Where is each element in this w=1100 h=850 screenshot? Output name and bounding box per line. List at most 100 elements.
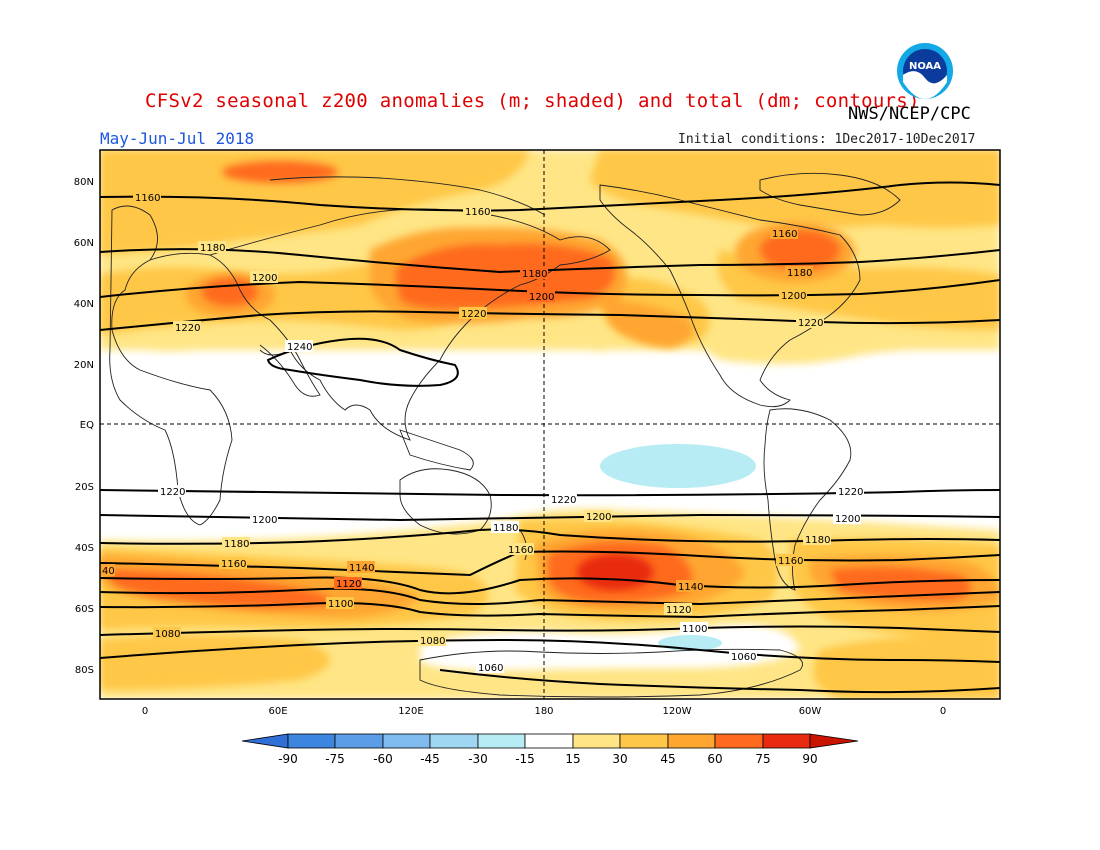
contour-label: 1180: [785, 266, 813, 279]
contour-label: 1060: [476, 661, 504, 674]
svg-text:1160: 1160: [508, 545, 533, 556]
contour-label: 1240: [285, 340, 313, 353]
lon-label: 120E: [398, 706, 423, 717]
colorbar-segment: [524, 733, 574, 749]
colorbar-segment: [714, 733, 764, 749]
contour-label: 1220: [158, 485, 186, 498]
contour-label: 1160: [506, 543, 534, 556]
contour-label: 1100: [680, 622, 708, 635]
svg-text:1220: 1220: [551, 495, 576, 506]
svg-text:1220: 1220: [175, 323, 200, 334]
svg-text:1160: 1160: [221, 559, 246, 570]
colorbar-segment: [667, 733, 716, 749]
colorbar-tick: 45: [660, 752, 675, 766]
contour-label: 1080: [153, 627, 181, 640]
map-frame: [99, 149, 1001, 700]
lat-label: 80N: [74, 177, 94, 188]
lon-label: 0: [940, 706, 946, 717]
svg-text:1100: 1100: [328, 599, 353, 610]
contour-label: 1220: [836, 485, 864, 498]
agency-label: NWS/NCEP/CPC: [848, 104, 971, 124]
contour-label: 1120: [664, 603, 692, 616]
colorbar-segment: [572, 733, 621, 749]
svg-text:1080: 1080: [420, 636, 445, 647]
svg-text:1140: 1140: [678, 582, 703, 593]
svg-text:1220: 1220: [798, 318, 823, 329]
contour-label: 1200: [250, 271, 278, 284]
lon-label: 60E: [268, 706, 287, 717]
noaa-logo: NOAA: [897, 43, 953, 99]
contour-label: 1220: [459, 307, 487, 320]
lon-label: 120W: [663, 706, 692, 717]
lat-label: EQ: [80, 420, 94, 431]
lon-label: 60W: [799, 706, 822, 717]
contour-label: 1200: [584, 510, 612, 523]
colorbar-tick: -75: [325, 752, 345, 766]
contour-label: 1160: [776, 554, 804, 567]
contour-label: 1180: [491, 521, 519, 534]
logo-text: NOAA: [909, 61, 941, 72]
colorbar-segment: [334, 733, 384, 749]
contour-label: 1220: [549, 493, 577, 506]
contour-label: 1120: [334, 577, 362, 590]
colorbar-tick: 15: [565, 752, 580, 766]
colorbar-tick: 60: [707, 752, 722, 766]
lat-label: 40S: [75, 543, 94, 554]
colorbar-tick: 30: [612, 752, 627, 766]
colorbar-segment: [382, 733, 431, 749]
lat-label: 20N: [74, 360, 94, 371]
shading-antarctic-white: [420, 624, 800, 671]
lat-axis: 80N 60N 40N 20N EQ 20S 40S 60S 80S: [74, 177, 94, 676]
svg-text:1080: 1080: [155, 629, 180, 640]
contour-label: 1160: [219, 557, 247, 570]
svg-text:1180: 1180: [787, 268, 812, 279]
svg-text:1100: 1100: [682, 624, 707, 635]
svg-text:40: 40: [102, 566, 115, 577]
svg-text:1220: 1220: [838, 487, 863, 498]
contour-label: 1160: [463, 205, 491, 218]
contour-label: 1160: [133, 191, 161, 204]
colorbar-tick: -15: [515, 752, 535, 766]
svg-text:1200: 1200: [835, 514, 860, 525]
contour-label: 1160: [770, 227, 798, 240]
lat-label: 60N: [74, 238, 94, 249]
colorbar-ticks: -90 -75 -60 -45 -30 -15 15 30 45 60 75 9…: [278, 752, 817, 766]
svg-text:1200: 1200: [252, 273, 277, 284]
contour-label: 1200: [250, 513, 278, 526]
svg-text:1180: 1180: [493, 523, 518, 534]
colorbar-segment: [762, 733, 811, 749]
map-title: CFSv2 seasonal z200 anomalies (m; shaded…: [145, 90, 920, 112]
contour-label: 1180: [803, 533, 831, 546]
colorbar: [241, 733, 859, 749]
contour-label: 1200: [779, 289, 807, 302]
svg-text:1200: 1200: [781, 291, 806, 302]
lat-label: 20S: [75, 482, 94, 493]
svg-text:1200: 1200: [586, 512, 611, 523]
shading-south-darkred: [577, 554, 653, 590]
svg-text:1180: 1180: [224, 539, 249, 550]
svg-text:1160: 1160: [772, 229, 797, 240]
svg-text:1200: 1200: [529, 292, 554, 303]
contour-labels: 1160 1160 1180 1180 1200 1200 1220 1220 …: [101, 191, 864, 674]
initial-conditions: Initial conditions: 1Dec2017-10Dec2017: [678, 132, 976, 147]
colorbar-segment: [477, 733, 526, 749]
lat-label: 60S: [75, 604, 94, 615]
svg-text:1220: 1220: [160, 487, 185, 498]
svg-text:1180: 1180: [200, 243, 225, 254]
lat-label: 40N: [74, 299, 94, 310]
contour-label: 1140: [676, 580, 704, 593]
contour-label: 1220: [173, 321, 201, 334]
colorbar-tick: -90: [278, 752, 298, 766]
contour-label: 1180: [198, 241, 226, 254]
svg-text:1220: 1220: [461, 309, 486, 320]
colorbar-tick: -60: [373, 752, 393, 766]
colorbar-segment: [619, 733, 669, 749]
colorbar-right-arrow: [809, 733, 859, 749]
contour-label: 40: [101, 564, 115, 577]
lon-axis: 0 60E 120E 180 120W 60W 0: [142, 706, 946, 717]
svg-text:1160: 1160: [135, 193, 160, 204]
contour-label: 1180: [222, 537, 250, 550]
colorbar-tick: -30: [468, 752, 488, 766]
svg-text:1120: 1120: [336, 579, 361, 590]
